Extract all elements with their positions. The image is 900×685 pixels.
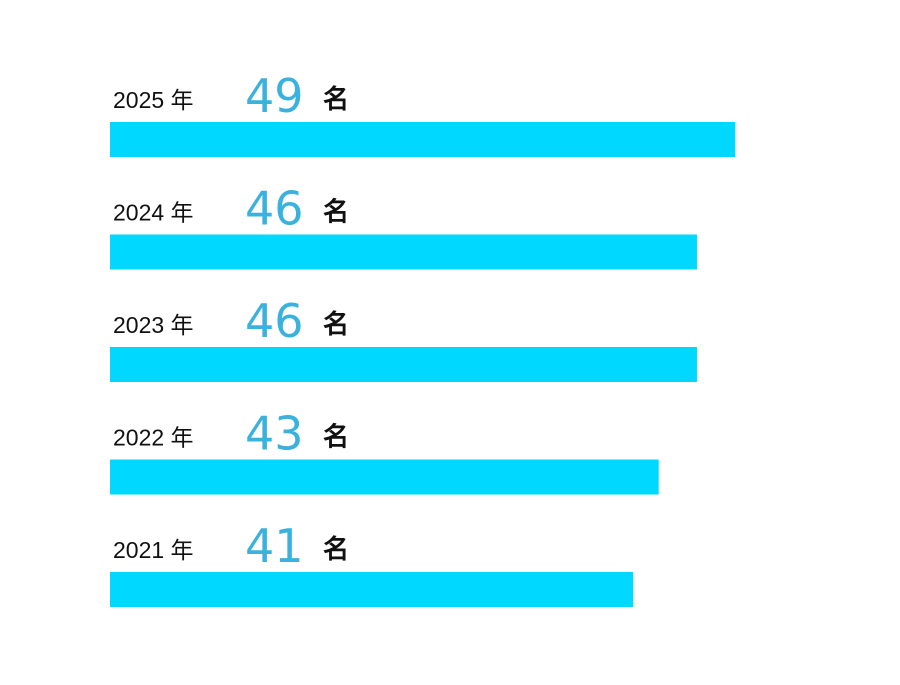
value-label: 49 (245, 69, 304, 123)
category-label: 2025 年 (113, 87, 194, 113)
category-label: 2024 年 (113, 200, 194, 226)
bar (110, 234, 697, 270)
bar (110, 347, 697, 382)
value-label: 43 (245, 407, 304, 461)
unit-label: 名 (323, 197, 349, 228)
value-label: 46 (245, 182, 304, 236)
unit-label: 名 (323, 309, 349, 340)
value-label: 46 (245, 294, 304, 348)
unit-label: 名 (323, 84, 349, 115)
unit-label: 名 (323, 422, 349, 453)
bar (110, 459, 659, 495)
bar (110, 122, 736, 157)
category-label: 2021 年 (113, 537, 194, 563)
value-label: 41 (245, 519, 304, 573)
bar (110, 572, 634, 607)
category-label: 2022 年 (113, 425, 194, 451)
category-label: 2023 年 (113, 312, 194, 338)
unit-label: 名 (323, 534, 349, 565)
